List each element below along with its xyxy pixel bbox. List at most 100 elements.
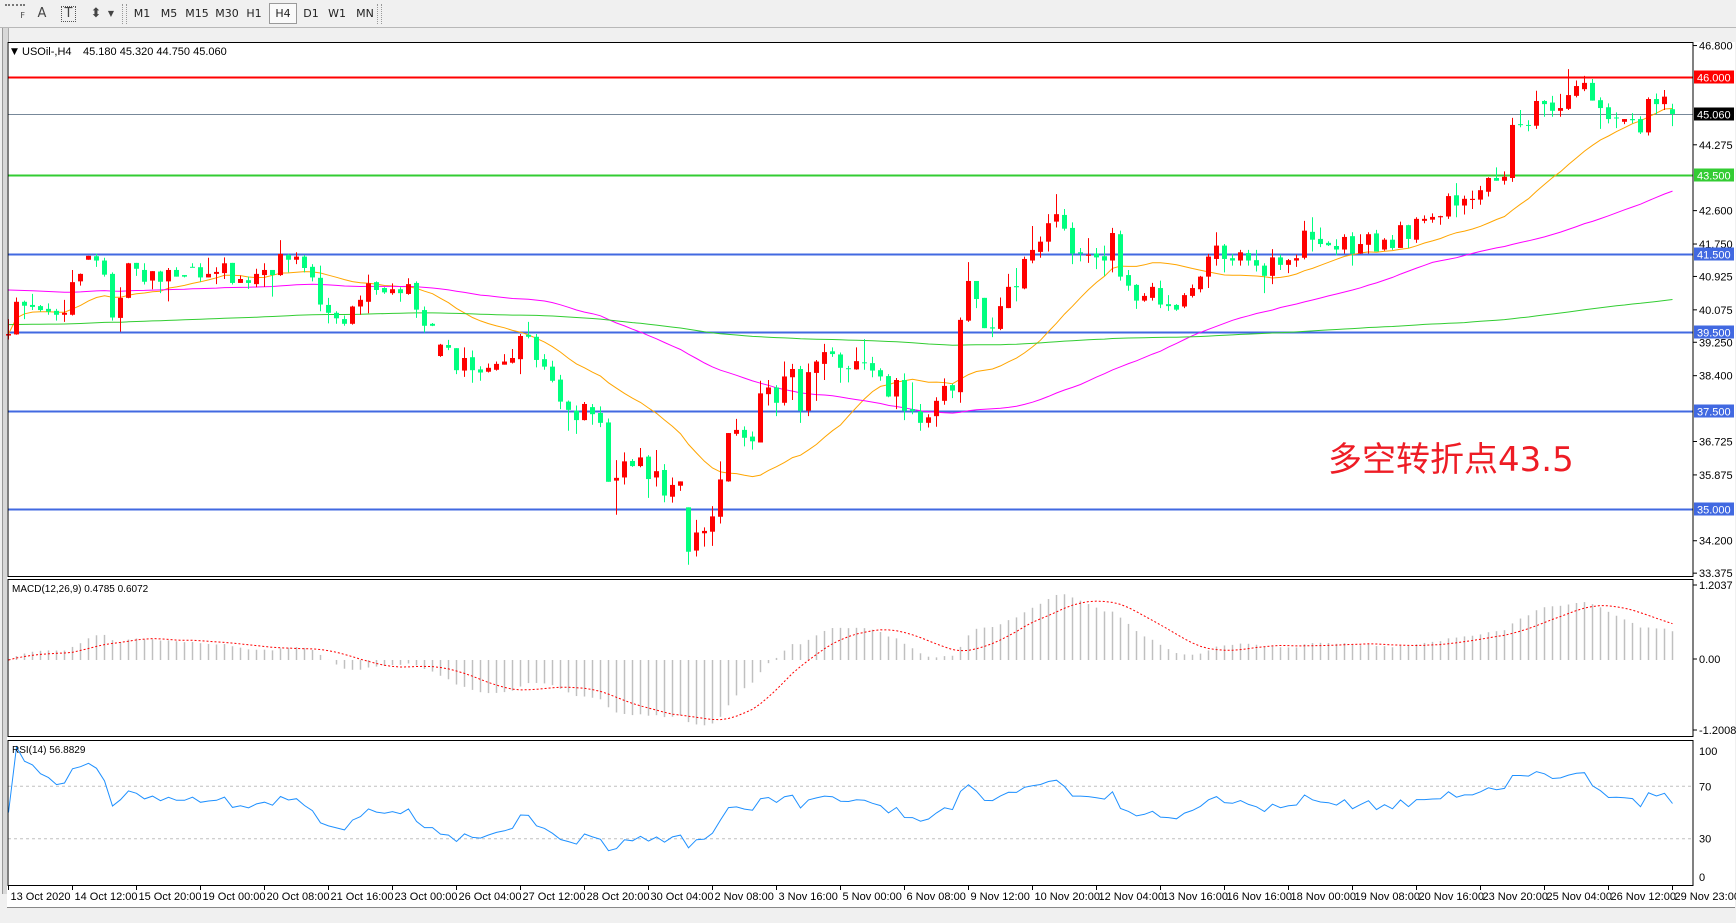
- rsi-axis-label: 100: [1699, 746, 1717, 758]
- candle-body: [1278, 257, 1283, 264]
- candle: [1022, 257, 1027, 290]
- timeframe-d1-button[interactable]: D1: [298, 4, 324, 23]
- candle-body: [126, 263, 131, 298]
- candle-body: [782, 376, 787, 402]
- candle-body: [1078, 252, 1083, 253]
- candle: [86, 256, 91, 260]
- candle-body: [774, 387, 779, 402]
- candle-body: [726, 433, 731, 481]
- time-axis-label: 6 Nov 08:00: [907, 891, 966, 903]
- candle-body: [494, 364, 499, 370]
- candle-body: [1526, 125, 1531, 126]
- timeframe-m1-button[interactable]: M1: [129, 4, 155, 23]
- price-axis-label: 40.075: [1699, 305, 1733, 317]
- candle: [1646, 97, 1651, 135]
- candle-body: [1614, 117, 1619, 118]
- candle-body: [822, 352, 827, 364]
- candle-body: [14, 302, 19, 335]
- time-axis-label: 13 Nov 16:00: [1163, 891, 1228, 903]
- time-axis-label: 14 Oct 12:00: [75, 891, 138, 903]
- candle-body: [862, 362, 867, 363]
- candle-body: [742, 430, 747, 438]
- candle-body: [94, 256, 99, 260]
- candle-body: [1230, 258, 1235, 260]
- price-tag-46.000: 46.000: [1697, 73, 1731, 85]
- candle-body: [974, 281, 979, 299]
- time-axis-label: 2 Nov 08:00: [715, 891, 774, 903]
- arrows-tool-icon[interactable]: ⬍: [86, 4, 106, 23]
- candle-body: [326, 305, 331, 313]
- price-tag-43.500: 43.500: [1697, 171, 1731, 183]
- time-axis-label: 23 Nov 20:00: [1483, 891, 1548, 903]
- candle-body: [1150, 287, 1155, 298]
- timeframe-h4-button[interactable]: H4: [269, 3, 297, 24]
- rsi-axis-label: 0: [1699, 872, 1705, 884]
- candle-body: [990, 327, 995, 328]
- candle-body: [1238, 252, 1243, 260]
- candle-body: [374, 282, 379, 290]
- annotation-text[interactable]: 多空转折点43.5: [1328, 440, 1574, 480]
- candle-body: [1318, 239, 1323, 244]
- candle-body: [1254, 260, 1259, 266]
- candle-body: [174, 270, 179, 277]
- candle-body: [1598, 100, 1603, 108]
- candle-body: [982, 298, 987, 328]
- text-tool-icon[interactable]: A: [32, 4, 52, 23]
- candle: [102, 258, 107, 277]
- candle-body: [926, 417, 931, 423]
- rsi-label: RSI(14) 56.8829: [12, 745, 86, 756]
- candle-body: [1222, 246, 1227, 259]
- candle-body: [910, 409, 915, 411]
- candle-body: [598, 413, 603, 423]
- candle-body: [406, 284, 411, 294]
- candle-body: [1158, 288, 1163, 305]
- candle-body: [462, 358, 467, 371]
- price-tag-45.060: 45.060: [1697, 110, 1731, 122]
- grid-properties-icon[interactable]: F: [5, 4, 25, 20]
- candle-body: [1406, 225, 1411, 239]
- price-tag-39.500: 39.500: [1697, 328, 1731, 340]
- candle-body: [1422, 219, 1427, 221]
- candle-body: [198, 267, 203, 277]
- timeframe-m30-button[interactable]: M30: [214, 4, 240, 23]
- candle-body: [958, 320, 963, 392]
- price-tag-41.500: 41.500: [1697, 250, 1731, 262]
- time-axis-label: 18 Nov 00:00: [1291, 891, 1356, 903]
- macd-axis-label: 0.00: [1699, 654, 1720, 666]
- price-tag-35.000: 35.000: [1697, 505, 1731, 517]
- candle-body: [1350, 236, 1355, 253]
- timeframe-h1-button[interactable]: H1: [241, 4, 267, 23]
- collapse-triangle-icon[interactable]: ▼: [11, 47, 18, 57]
- timeframe-m5-button[interactable]: M5: [156, 4, 182, 23]
- text-label-tool-icon[interactable]: T: [61, 6, 76, 22]
- candle-body: [310, 267, 315, 278]
- candle-body: [1046, 223, 1051, 241]
- candle-body: [1134, 285, 1139, 301]
- candle-body: [110, 274, 115, 318]
- candle: [14, 297, 19, 334]
- candle: [726, 433, 731, 482]
- candle-body: [1198, 277, 1203, 290]
- candle-body: [622, 461, 627, 477]
- candle-body: [206, 274, 211, 278]
- candle-body: [166, 270, 171, 281]
- candle-body: [366, 283, 371, 301]
- candle-body: [670, 485, 675, 497]
- candle-body: [382, 288, 387, 292]
- timeframe-mn-button[interactable]: MN: [352, 4, 378, 23]
- chart-window[interactable]: 46.80044.27542.60041.75040.92540.07539.2…: [0, 28, 1736, 923]
- candle-body: [1054, 214, 1059, 221]
- candle-body: [86, 256, 91, 260]
- timeframe-m15-button[interactable]: M15: [184, 4, 210, 23]
- candle-body: [222, 263, 227, 273]
- time-axis-label: 26 Oct 04:00: [459, 891, 522, 903]
- candle-body: [1014, 286, 1019, 287]
- price-axis-label: 40.925: [1699, 271, 1733, 283]
- dropdown-arrow-icon[interactable]: ▼: [106, 4, 116, 23]
- time-axis-label: 28 Oct 20:00: [587, 891, 650, 903]
- candle-body: [446, 345, 451, 348]
- toolbar-separator: [122, 4, 127, 24]
- timeframe-w1-button[interactable]: W1: [324, 4, 350, 23]
- candle-body: [38, 306, 43, 310]
